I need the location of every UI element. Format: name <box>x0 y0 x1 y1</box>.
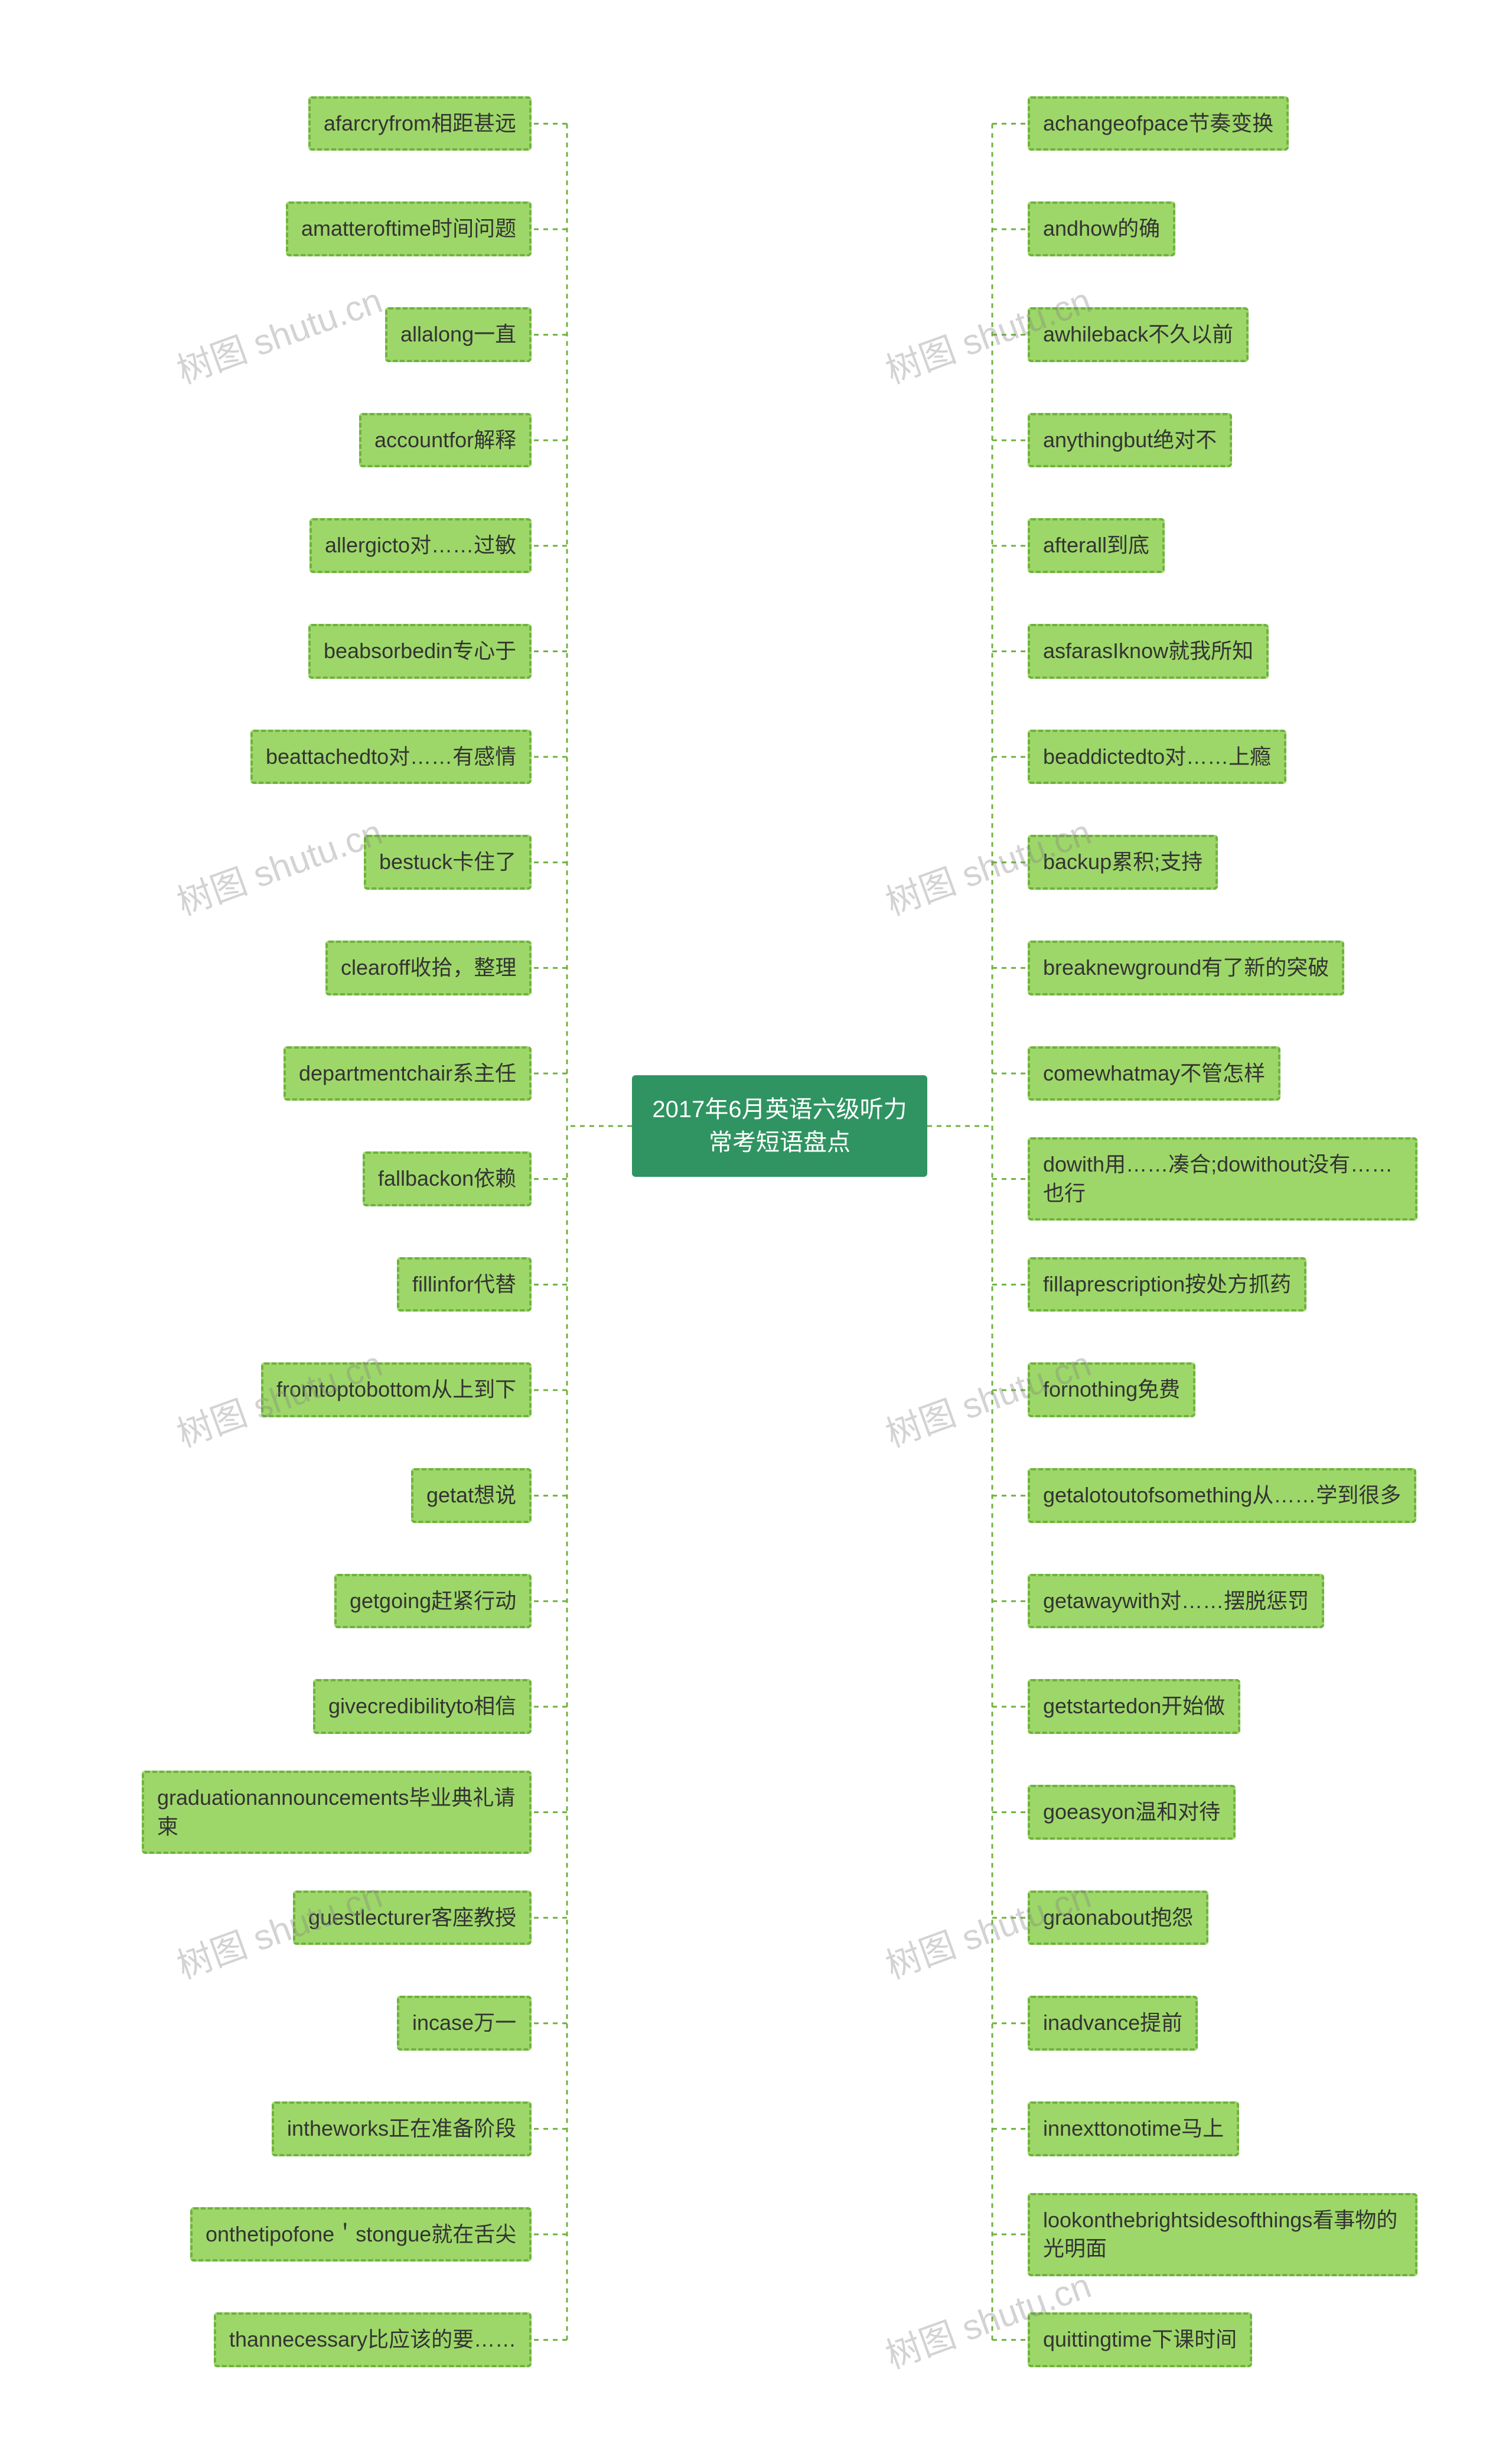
left-leaf: beabsorbedin专心于 <box>308 624 532 679</box>
left-leaf: incase万一 <box>397 1996 532 2051</box>
left-leaf: guestlecturer客座教授 <box>293 1891 532 1945</box>
right-leaf: fillaprescription按处方抓药 <box>1028 1257 1306 1312</box>
right-leaf: achangeofpace节奏变换 <box>1028 96 1289 151</box>
right-leaf: asfarasIknow就我所知 <box>1028 624 1269 679</box>
left-leaf: fallbackon依赖 <box>363 1151 532 1206</box>
right-leaf: beaddictedto对……上瘾 <box>1028 730 1286 785</box>
left-leaf: departmentchair系主任 <box>284 1046 532 1101</box>
right-leaf: inadvance提前 <box>1028 1996 1198 2051</box>
right-leaf: getstartedon开始做 <box>1028 1679 1240 1734</box>
center-node: 2017年6月英语六级听力常考短语盘点 <box>632 1075 927 1177</box>
right-leaf: dowith用……凑合;dowithout没有……也行 <box>1028 1137 1418 1221</box>
left-leaf: graduationannouncements毕业典礼请柬 <box>142 1771 532 1854</box>
right-leaf: getalotoutofsomething从……学到很多 <box>1028 1468 1416 1523</box>
right-leaf: quittingtime下课时间 <box>1028 2312 1252 2367</box>
left-leaf: allalong一直 <box>385 307 532 362</box>
watermark: 树图 shutu.cn <box>169 803 388 925</box>
right-leaf: andhow的确 <box>1028 201 1175 256</box>
right-leaf: graonabout抱怨 <box>1028 1891 1208 1945</box>
left-leaf: getgoing赶紧行动 <box>334 1574 532 1629</box>
connector-layer <box>0 0 1512 2463</box>
right-leaf: anythingbut绝对不 <box>1028 413 1232 468</box>
right-leaf: awhileback不久以前 <box>1028 307 1249 362</box>
right-leaf: backup累积;支持 <box>1028 835 1218 890</box>
left-leaf: givecredibilityto相信 <box>313 1679 532 1734</box>
right-leaf: lookonthebrightsidesofthings看事物的光明面 <box>1028 2193 1418 2276</box>
left-leaf: fromtoptobottom从上到下 <box>261 1362 532 1417</box>
right-leaf: breaknewground有了新的突破 <box>1028 941 1344 995</box>
left-leaf: allergicto对……过敏 <box>309 518 532 573</box>
left-leaf: intheworks正在准备阶段 <box>272 2101 532 2156</box>
right-leaf: innexttonotime马上 <box>1028 2101 1239 2156</box>
left-leaf: onthetipofone＇stongue就在舌尖 <box>190 2207 532 2262</box>
left-leaf: clearoff收拾，整理 <box>325 941 532 995</box>
right-leaf: goeasyon温和对待 <box>1028 1785 1236 1840</box>
left-leaf: thannecessary比应该的要…… <box>214 2312 532 2367</box>
watermark: 树图 shutu.cn <box>169 272 388 393</box>
left-leaf: beattachedto对……有感情 <box>250 730 532 785</box>
right-leaf: fornothing免费 <box>1028 1362 1195 1417</box>
right-leaf: comewhatmay不管怎样 <box>1028 1046 1280 1101</box>
left-leaf: amatteroftime时间问题 <box>286 201 532 256</box>
right-leaf: getawaywith对……摆脱惩罚 <box>1028 1574 1324 1629</box>
right-leaf: afterall到底 <box>1028 518 1165 573</box>
left-leaf: accountfor解释 <box>359 413 532 468</box>
left-leaf: fillinfor代替 <box>397 1257 532 1312</box>
mindmap-canvas: 2017年6月英语六级听力常考短语盘点 afarcryfrom相距甚远 amatt… <box>0 0 1512 2463</box>
left-leaf: bestuck卡住了 <box>364 835 532 890</box>
left-leaf: getat想说 <box>411 1468 532 1523</box>
left-leaf: afarcryfrom相距甚远 <box>308 96 532 151</box>
